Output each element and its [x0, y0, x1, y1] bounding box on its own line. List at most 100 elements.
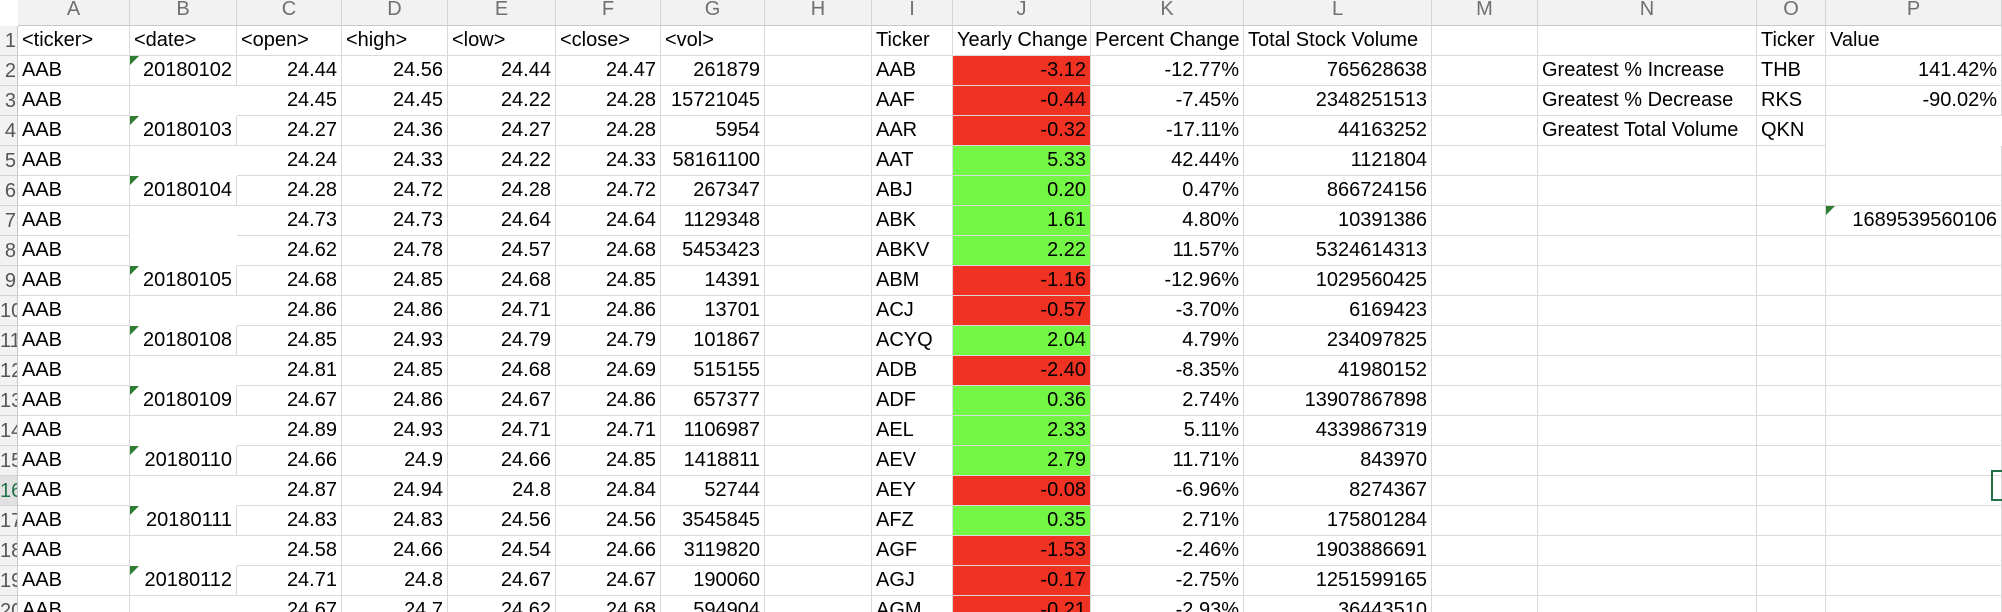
total-volume-cell[interactable]: 765628638	[1244, 56, 1432, 86]
raw-data-cell[interactable]: 20180102	[130, 56, 237, 86]
raw-data-cell[interactable]: AAB	[18, 506, 130, 536]
raw-data-cell[interactable]: 24.93	[342, 326, 448, 356]
cell[interactable]	[765, 56, 872, 86]
percent-change-cell[interactable]: -8.35%	[1091, 356, 1244, 386]
cell[interactable]	[1538, 326, 1757, 356]
raw-data-cell[interactable]: AAB	[18, 536, 130, 566]
raw-data-cell[interactable]: 20180109	[130, 386, 237, 416]
row-header-18[interactable]: 18	[0, 536, 18, 566]
cell[interactable]	[1432, 446, 1538, 476]
cell[interactable]	[1432, 536, 1538, 566]
percent-change-cell[interactable]: 0.47%	[1091, 176, 1244, 206]
raw-data-cell[interactable]: AAB	[18, 356, 130, 386]
raw-header-cell[interactable]: <vol>	[661, 26, 765, 56]
raw-data-cell[interactable]: 24.8	[448, 476, 556, 506]
cell[interactable]	[1757, 176, 1826, 206]
cell[interactable]	[1538, 236, 1757, 266]
raw-data-cell[interactable]: 24.9	[342, 446, 448, 476]
raw-data-cell[interactable]: 20180112	[130, 566, 237, 596]
cell[interactable]	[1432, 266, 1538, 296]
cell[interactable]	[1826, 266, 2002, 296]
row-header-5[interactable]: 5	[0, 146, 18, 176]
raw-header-cell[interactable]: <high>	[342, 26, 448, 56]
raw-data-cell[interactable]: 24.78	[342, 236, 448, 266]
raw-data-cell[interactable]: 1129348	[661, 206, 765, 236]
cell[interactable]	[1757, 536, 1826, 566]
summary-ticker-cell[interactable]: ABK	[872, 206, 953, 236]
cell[interactable]	[765, 536, 872, 566]
raw-data-cell[interactable]: 24.87	[237, 476, 342, 506]
raw-data-cell[interactable]: 24.93	[342, 416, 448, 446]
raw-data-cell[interactable]: 3119820	[661, 536, 765, 566]
summary-header-cell[interactable]: Total Stock Volume	[1244, 26, 1432, 56]
raw-data-cell[interactable]: 24.86	[556, 296, 661, 326]
cell[interactable]	[765, 86, 872, 116]
cell[interactable]	[765, 356, 872, 386]
column-header-a[interactable]: A	[18, 0, 130, 26]
total-volume-cell[interactable]: 1251599165	[1244, 566, 1432, 596]
raw-data-cell[interactable]: 24.85	[342, 356, 448, 386]
raw-data-cell[interactable]: 24.68	[448, 266, 556, 296]
raw-data-cell[interactable]: AAB	[18, 206, 130, 236]
summary-header-cell[interactable]: Percent Change	[1091, 26, 1244, 56]
row-header-17[interactable]: 17	[0, 506, 18, 536]
cell[interactable]	[1826, 416, 2002, 446]
raw-data-cell[interactable]: 24.28	[448, 176, 556, 206]
summary-ticker-cell[interactable]: AFZ	[872, 506, 953, 536]
column-header-b[interactable]: B	[130, 0, 237, 26]
yearly-change-cell[interactable]: 2.79	[953, 446, 1091, 476]
cell[interactable]	[1826, 476, 2002, 506]
raw-data-cell[interactable]: 24.56	[342, 56, 448, 86]
raw-data-cell[interactable]: 24.67	[237, 386, 342, 416]
row-header-8[interactable]: 8	[0, 236, 18, 266]
yearly-change-cell[interactable]: 1.61	[953, 206, 1091, 236]
summary-ticker-cell[interactable]: ACYQ	[872, 326, 953, 356]
raw-data-cell[interactable]: 24.66	[556, 536, 661, 566]
cell[interactable]	[1538, 26, 1757, 56]
cell[interactable]	[1757, 446, 1826, 476]
cell[interactable]	[1826, 146, 2002, 176]
yearly-change-cell[interactable]: -0.21	[953, 596, 1091, 612]
raw-data-cell[interactable]: 24.33	[556, 146, 661, 176]
cell[interactable]	[1826, 176, 2002, 206]
greatest-value-cell[interactable]: 141.42%	[1826, 56, 2002, 86]
row-header-16[interactable]: 16	[0, 476, 18, 506]
raw-data-cell[interactable]: 24.45	[342, 86, 448, 116]
raw-data-cell[interactable]: 24.7	[342, 596, 448, 612]
raw-data-cell[interactable]: 24.22	[448, 86, 556, 116]
total-volume-cell[interactable]: 5324614313	[1244, 236, 1432, 266]
cell[interactable]	[1538, 206, 1757, 236]
raw-data-cell[interactable]: 24.62	[237, 236, 342, 266]
yearly-change-cell[interactable]: -1.53	[953, 536, 1091, 566]
cell[interactable]	[1432, 356, 1538, 386]
cell[interactable]	[1432, 296, 1538, 326]
raw-data-cell[interactable]: 24.57	[448, 236, 556, 266]
raw-data-cell[interactable]: 24.73	[237, 206, 342, 236]
raw-data-cell[interactable]: 24.71	[556, 416, 661, 446]
raw-data-cell[interactable]: AAB	[18, 416, 130, 446]
active-cell-selection[interactable]	[1991, 470, 2002, 501]
raw-data-cell[interactable]: 24.58	[237, 536, 342, 566]
greatest-value-cell[interactable]: -90.02%	[1826, 86, 2002, 116]
cell[interactable]	[1757, 266, 1826, 296]
cell[interactable]	[1432, 116, 1538, 146]
row-header-15[interactable]: 15	[0, 446, 18, 476]
cell[interactable]	[1757, 236, 1826, 266]
summary-ticker-cell[interactable]: AEV	[872, 446, 953, 476]
cell[interactable]	[1538, 476, 1757, 506]
summary-ticker-cell[interactable]: ABM	[872, 266, 953, 296]
percent-change-cell[interactable]: 4.80%	[1091, 206, 1244, 236]
total-volume-cell[interactable]: 1903886691	[1244, 536, 1432, 566]
raw-data-cell[interactable]: 24.69	[556, 356, 661, 386]
raw-data-cell[interactable]: 24.72	[556, 176, 661, 206]
raw-data-cell[interactable]: 190060	[661, 566, 765, 596]
greatest-label-cell[interactable]: Greatest % Decrease	[1538, 86, 1757, 116]
row-header-14[interactable]: 14	[0, 416, 18, 446]
cell[interactable]	[1538, 356, 1757, 386]
greatest-header-cell[interactable]: Value	[1826, 26, 2002, 56]
raw-data-cell[interactable]: 24.68	[237, 266, 342, 296]
column-header-e[interactable]: E	[448, 0, 556, 26]
total-volume-cell[interactable]: 13907867898	[1244, 386, 1432, 416]
percent-change-cell[interactable]: 11.57%	[1091, 236, 1244, 266]
raw-data-cell[interactable]: 20180110	[130, 446, 237, 476]
